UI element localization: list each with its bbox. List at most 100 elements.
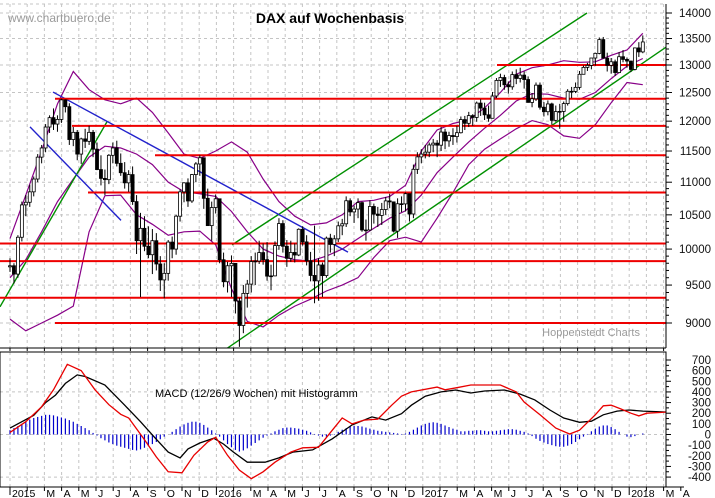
candle-body [518,74,523,79]
macd-axis-label: -300 [688,461,711,473]
candle-body [462,119,467,124]
candle-body [91,131,95,150]
candle-body [126,174,131,184]
candle-body [391,201,396,232]
signal-line [9,363,666,480]
candle-body [640,41,645,53]
candle-body [114,147,119,164]
candle-body [233,262,238,302]
candle-body [379,209,384,216]
candle-body [435,142,440,146]
candle-body [296,228,301,256]
candle-body [205,197,210,227]
candle-body [300,228,305,243]
candle-body [506,84,511,88]
candle-body [530,98,534,103]
candle-body [613,61,618,73]
month-label: 2015 [12,488,36,498]
candle-body [87,131,91,142]
month-label: M [459,488,468,498]
candlesticks [8,35,645,347]
candle-body [403,193,408,205]
month-label: M [666,488,675,498]
candle-body [427,144,432,153]
month-label: M [287,488,296,498]
candle-body [67,106,72,140]
candle-body [178,191,182,217]
month-label: S [356,488,363,498]
candle-body [375,213,380,216]
candle-body [304,241,309,262]
candle-body [482,107,487,116]
month-label: J [304,488,309,498]
candle-body [277,223,281,246]
candle-body [170,241,175,250]
candle-body [288,252,293,259]
candle-body [162,272,167,281]
macd-lines [9,363,666,480]
candle-body [589,57,594,66]
page-title: DAX auf Wochenbasis [256,10,405,26]
candle-body [265,259,269,277]
macd-axis-label: 400 [692,387,711,399]
candle-body [534,84,538,100]
candle-body [565,90,570,105]
candle-body [182,182,186,193]
macd-axis-label: 0 [705,430,711,442]
candle-body [154,240,159,265]
candle-body [292,252,297,256]
candle-body [308,260,313,276]
candle-body [245,283,250,294]
macd-axis-label: -100 [688,440,711,452]
candle-body [150,240,155,256]
candle-body [423,151,428,155]
trendline-green-channel-lower [226,46,666,348]
candle-body [474,102,479,118]
candle-body [186,182,190,202]
candle-body [364,229,368,232]
macd-frame [0,351,667,488]
month-label: 2017 [425,488,449,498]
gridlines [0,3,666,487]
candle-body [332,238,337,245]
month-label: O [580,488,588,498]
candle-body [110,147,115,156]
candle-body [8,265,12,268]
candle-body [561,103,566,112]
candle-body [439,131,443,146]
candle-body [609,61,614,66]
candle-body [356,202,360,210]
candle-body [134,201,139,242]
candle-body [193,163,198,175]
month-label: O [373,488,381,498]
candle-body [99,169,103,179]
candle-body [632,47,637,70]
price-axis-label: 14000 [679,8,711,20]
trend-lines [0,12,666,348]
candle-body [455,132,459,137]
candle-body [415,156,420,170]
candle-body [486,114,491,119]
candle-body [466,115,471,124]
candle-body [75,131,80,155]
macd-panel [9,363,666,480]
trendline-green-support-2015 [0,121,108,308]
candle-body [217,198,222,261]
month-label: J [528,488,533,498]
month-label: 2018 [631,488,655,498]
candle-body [585,65,590,68]
month-label: O [167,488,175,498]
candle-body [557,111,562,113]
candle-body [395,203,400,232]
candle-body [593,52,598,59]
candle-body [605,57,610,66]
candle-body [502,77,507,86]
axis-labels: 14000 13500 13000 12500 12000 11500 11000 10500… [12,8,711,498]
macd-line [9,374,666,463]
candle-body [209,207,214,227]
candle-body [470,115,475,118]
macd-axis-label: -400 [688,472,711,484]
candle-body [368,206,372,231]
month-label: A [270,488,277,498]
candle-body [431,142,436,146]
